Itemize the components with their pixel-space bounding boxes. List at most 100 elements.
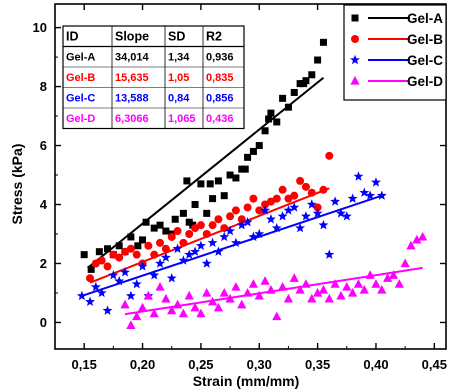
gel-d-point: [289, 273, 299, 282]
gel-a-point: [127, 233, 135, 241]
y-tick-label: 10: [33, 20, 47, 35]
gel-d-point: [172, 299, 183, 309]
gel-a-point: [220, 192, 228, 200]
gel-a-point: [290, 88, 298, 96]
gel-c-point: [353, 171, 364, 181]
data-markers: [76, 38, 428, 330]
gel-c-point: [114, 275, 125, 286]
gel-a-point: [171, 215, 179, 223]
gel-b-point: [319, 185, 328, 194]
table-cell: 0,84: [168, 93, 190, 105]
y-tick-label: 8: [40, 79, 47, 94]
gel-b-point: [144, 241, 153, 250]
gel-d-point: [406, 240, 416, 250]
x-tick-label: 0,25: [188, 357, 213, 372]
gel-c-point: [365, 190, 376, 200]
gel-a-point: [244, 153, 252, 161]
gel-b-point: [196, 221, 205, 230]
gel-d-point: [353, 279, 364, 288]
gel-a-fit-line: [87, 76, 325, 269]
gel-d-point: [295, 285, 305, 294]
gel-a-point: [80, 251, 88, 259]
gel-d-point: [132, 311, 142, 321]
gel-c-point: [213, 246, 224, 256]
gel-c-legend-marker: [350, 54, 360, 65]
gel-d-point: [377, 285, 387, 294]
gel-c-point: [201, 258, 212, 268]
x-tick-label: 0,45: [422, 357, 447, 372]
gel-a-point: [214, 177, 222, 185]
axes: 0,15 0,20 0,25 0,30 0,35 0,40 0,45 0 2 4 6 8 10: [33, 3, 447, 372]
gel-a-point: [284, 103, 292, 111]
gel-c-point: [85, 296, 95, 307]
gel-d-point: [301, 279, 311, 288]
gel-c-point: [96, 287, 107, 298]
gel-c-point: [131, 278, 142, 289]
gel-c-point: [160, 252, 171, 262]
gel-b-point: [208, 221, 217, 230]
gel-a-point: [183, 177, 191, 185]
stats-table: ID Slope SD R2 Gel-A 34,014 1,34 0,936 Gel-B 15,6…: [62, 25, 245, 130]
gel-d-point: [266, 285, 276, 294]
gel-c-point: [90, 281, 101, 292]
gel-a-point: [241, 165, 249, 173]
gel-a-point: [156, 221, 164, 229]
table-cell: 0,835: [206, 72, 234, 84]
gel-c-point: [306, 199, 317, 209]
gel-b-point: [249, 194, 258, 203]
gel-d-point: [318, 285, 329, 294]
gel-a-point: [267, 109, 275, 117]
x-axis-title: Strain (mm/mm): [193, 373, 300, 389]
x-tick-label: 0,35: [305, 357, 330, 372]
x-tick-label: 0,15: [72, 357, 97, 372]
gel-a-point: [209, 195, 217, 203]
gel-a-point: [273, 118, 281, 126]
table-cell: 34,014: [115, 52, 150, 64]
gel-a-point: [150, 224, 158, 232]
gel-b-point: [126, 244, 135, 253]
gel-d-point: [219, 287, 229, 297]
gel-a-point: [308, 71, 316, 79]
gel-a-point: [142, 218, 150, 226]
gel-c-point: [283, 205, 294, 215]
gel-d-point: [143, 290, 153, 300]
gel-d-legend-label: Gel-D: [407, 74, 443, 89]
gel-d-point: [324, 293, 334, 303]
gel-b-point: [161, 244, 170, 253]
gel-c-point: [120, 267, 130, 277]
gel-b-point: [226, 212, 235, 221]
gel-d-point: [348, 287, 358, 297]
gel-a-point: [319, 38, 327, 46]
x-tick-label: 0,20: [130, 357, 155, 372]
gel-a-point: [203, 209, 211, 217]
gel-c-point: [219, 231, 230, 242]
gel-d-point: [178, 308, 188, 318]
table-cell: Gel-B: [66, 72, 95, 84]
gel-c-point: [300, 211, 311, 221]
gel-c-point: [195, 240, 206, 250]
table-cell: 0,856: [206, 93, 234, 105]
gel-c-point: [265, 214, 276, 224]
gel-d-point: [248, 279, 259, 288]
table-cell: 1,34: [168, 52, 190, 64]
table-cell: 1,05: [168, 72, 189, 84]
gel-c-point: [108, 270, 119, 280]
gel-d-point: [388, 270, 399, 279]
gel-b-point: [296, 176, 305, 185]
gel-b-point: [202, 230, 211, 238]
gel-d-point: [313, 287, 323, 297]
y-axis-title: Stress (kPa): [9, 144, 25, 225]
table-cell: 13,588: [115, 93, 149, 105]
gel-d-point: [400, 258, 410, 268]
table-cell: 0,436: [206, 113, 234, 125]
x-tick-label: 0,40: [363, 357, 388, 372]
gel-d-point: [359, 285, 369, 294]
table-cell: 0,936: [206, 52, 234, 64]
gel-c-point: [166, 273, 177, 283]
gel-a-point: [314, 56, 322, 64]
gel-c-point: [260, 205, 271, 215]
gel-a-point: [279, 94, 287, 102]
gel-d-point: [418, 231, 428, 241]
gel-c-point: [236, 219, 247, 230]
